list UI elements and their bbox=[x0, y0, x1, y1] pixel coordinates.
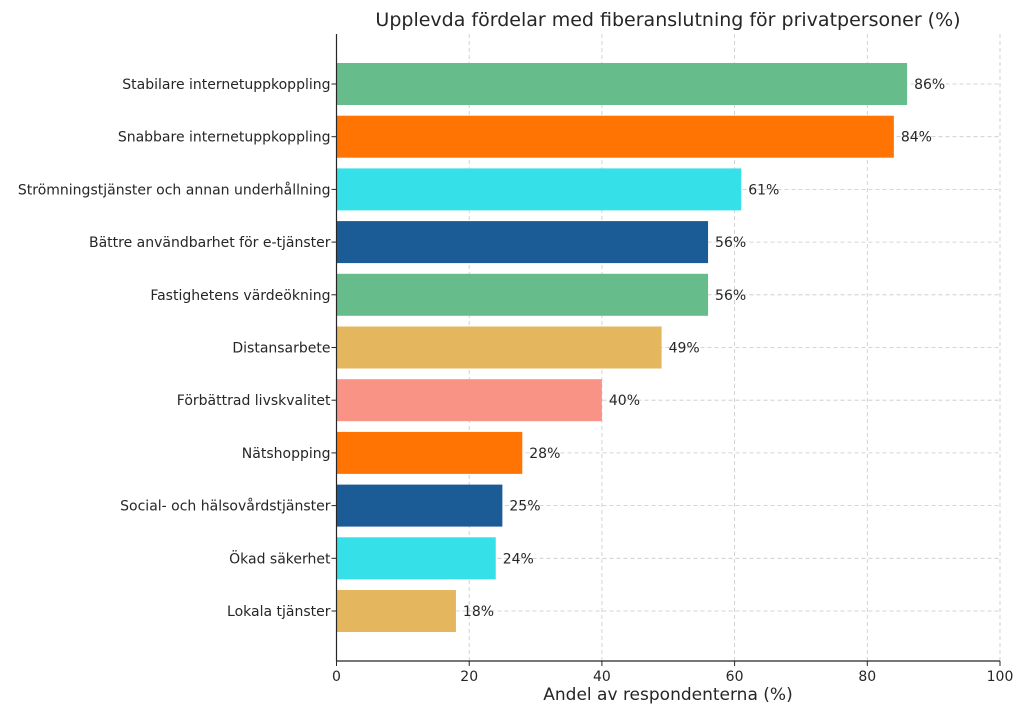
category-label: Bättre användbarhet för e-tjänster bbox=[89, 235, 331, 251]
category-label: Social- och hälsovårdstjänster bbox=[120, 498, 331, 515]
data-label: 25% bbox=[509, 499, 540, 515]
bar bbox=[336, 590, 456, 632]
x-tick-label: 80 bbox=[858, 669, 876, 685]
data-label: 24% bbox=[503, 551, 534, 567]
category-label: Lokala tjänster bbox=[227, 604, 331, 620]
bars: 86% 84% 61% 56% 56% 49% 40% 28% 25% 24% 18% bbox=[336, 63, 945, 632]
data-label: 49% bbox=[669, 341, 700, 357]
x-tick-label: 20 bbox=[460, 669, 478, 685]
category-label: Nätshopping bbox=[242, 446, 331, 462]
data-label: 61% bbox=[748, 182, 779, 198]
bar bbox=[336, 168, 742, 211]
bar bbox=[336, 326, 662, 369]
data-label: 18% bbox=[463, 604, 494, 620]
bar bbox=[336, 221, 709, 264]
x-tick-label: 0 bbox=[332, 669, 341, 685]
x-tick-label: 60 bbox=[726, 669, 744, 685]
data-label: 84% bbox=[901, 130, 932, 146]
category-labels: Stabilare internetuppkoppling Snabbare in… bbox=[18, 77, 337, 620]
data-label: 56% bbox=[715, 288, 746, 304]
bar bbox=[336, 537, 496, 580]
x-tick-label: 100 bbox=[987, 669, 1014, 685]
category-label: Snabbare internetuppkoppling bbox=[118, 130, 331, 146]
bar bbox=[336, 273, 709, 316]
bar bbox=[336, 379, 602, 422]
bar bbox=[336, 431, 523, 474]
category-label: Strömningstjänster och annan underhållni… bbox=[18, 181, 331, 198]
category-label: Distansarbete bbox=[232, 341, 330, 357]
bar bbox=[336, 63, 908, 105]
x-ticks: 0 20 40 60 80 100 bbox=[332, 661, 1013, 685]
x-tick-label: 40 bbox=[593, 669, 611, 685]
data-label: 86% bbox=[914, 77, 945, 93]
data-label: 56% bbox=[715, 235, 746, 251]
chart-title: Upplevda fördelar med fiberanslutning fö… bbox=[375, 9, 960, 31]
data-label: 28% bbox=[529, 446, 560, 462]
category-label: Fastighetens värdeökning bbox=[150, 288, 330, 304]
bar bbox=[336, 115, 894, 158]
category-label: Stabilare internetuppkoppling bbox=[122, 77, 330, 93]
category-label: Ökad säkerhet bbox=[229, 549, 331, 567]
data-label: 40% bbox=[609, 393, 640, 409]
x-axis-label: Andel av respondenterna (%) bbox=[543, 685, 792, 705]
bar bbox=[336, 484, 503, 527]
category-label: Förbättrad livskvalitet bbox=[177, 393, 331, 409]
